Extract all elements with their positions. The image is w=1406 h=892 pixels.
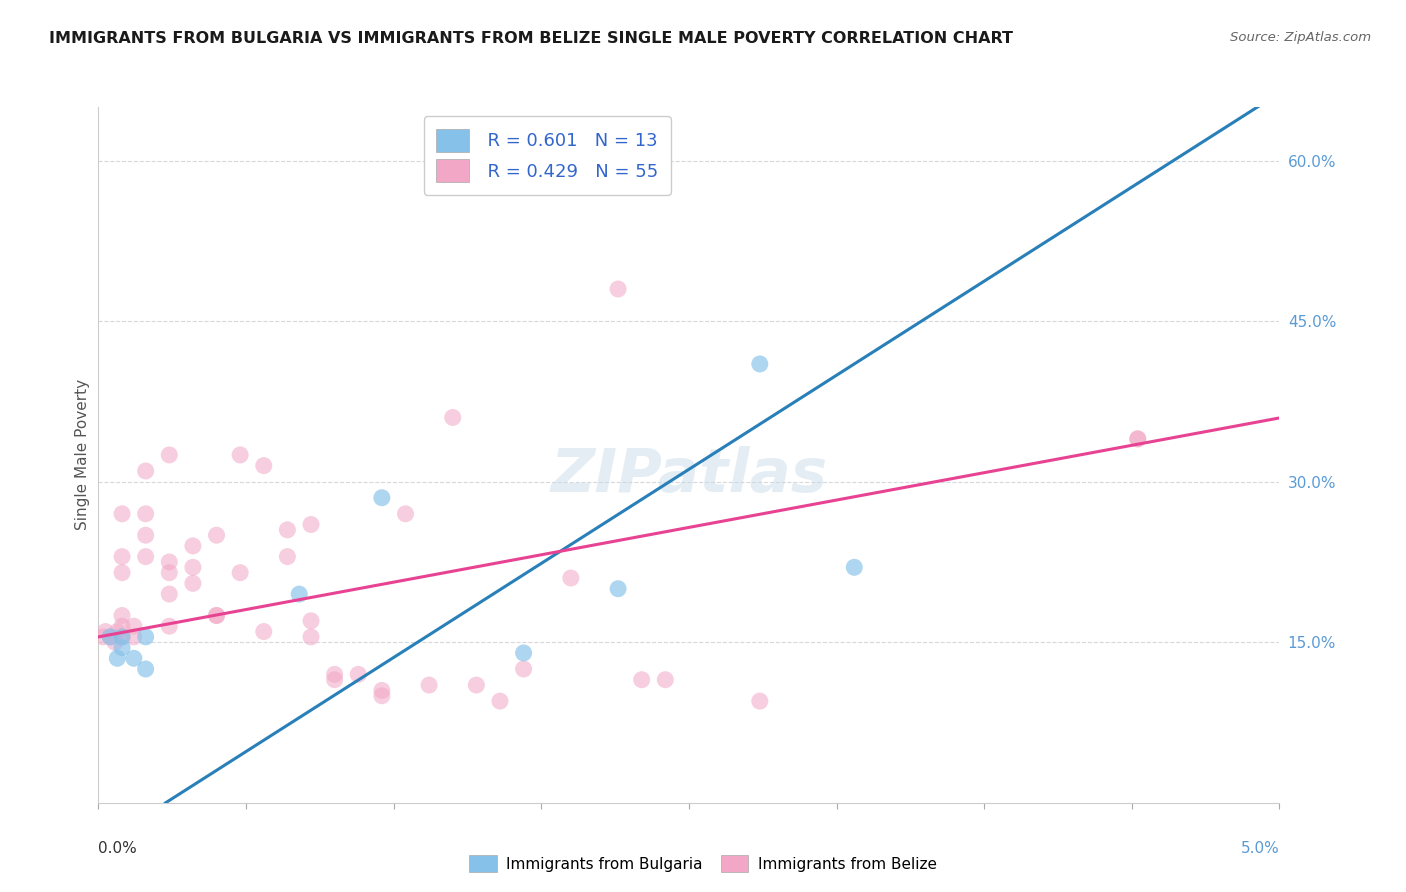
Point [844,560,866,574]
Point [181,576,204,591]
Point [288,587,311,601]
Point [98,630,121,644]
Point [276,549,298,564]
Point [560,571,582,585]
Point [105,651,128,665]
Point [122,651,145,665]
Y-axis label: Single Male Poverty: Single Male Poverty [75,379,90,531]
Text: IMMIGRANTS FROM BULGARIA VS IMMIGRANTS FROM BELIZE SINGLE MALE POVERTY CORRELATI: IMMIGRANTS FROM BULGARIA VS IMMIGRANTS F… [49,31,1014,46]
Point [748,357,770,371]
Point [607,582,630,596]
Point [276,523,298,537]
Point [512,646,534,660]
Point [157,587,180,601]
Point [512,662,534,676]
Point [205,528,228,542]
Point [229,566,252,580]
Point [157,555,180,569]
Point [135,549,157,564]
Point [135,528,157,542]
Point [111,630,134,644]
Point [1126,432,1149,446]
Point [181,539,204,553]
Point [465,678,488,692]
Point [104,635,127,649]
Point [111,640,134,655]
Point [371,491,394,505]
Point [347,667,370,681]
Point [441,410,464,425]
Point [98,630,121,644]
Point [135,464,157,478]
Point [371,689,394,703]
Point [111,608,134,623]
Point [394,507,416,521]
Point [489,694,512,708]
Point [630,673,652,687]
Point [253,458,276,473]
Point [418,678,440,692]
Point [157,448,180,462]
Point [122,630,145,644]
Legend: Immigrants from Bulgaria, Immigrants from Belize: Immigrants from Bulgaria, Immigrants fro… [461,847,945,880]
Point [323,673,346,687]
Point [135,662,157,676]
Point [1126,432,1149,446]
Text: 5.0%: 5.0% [1240,841,1279,856]
Point [94,624,117,639]
Point [205,608,228,623]
Point [607,282,630,296]
Point [299,517,322,532]
Point [157,566,180,580]
Point [654,673,676,687]
Point [111,566,134,580]
Point [111,619,134,633]
Point [122,619,145,633]
Point [157,619,180,633]
Point [748,694,770,708]
Point [299,614,322,628]
Text: 0.0%: 0.0% [98,841,138,856]
Point [111,630,134,644]
Point [253,624,276,639]
Point [105,624,128,639]
Text: ZIPatlas: ZIPatlas [550,446,828,505]
Point [205,608,228,623]
Point [135,507,157,521]
Point [111,549,134,564]
Point [299,630,322,644]
Text: Source: ZipAtlas.com: Source: ZipAtlas.com [1230,31,1371,45]
Point [323,667,346,681]
Point [135,630,157,644]
Point [181,560,204,574]
Point [91,630,114,644]
Point [229,448,252,462]
Legend:   R = 0.601   N = 13,   R = 0.429   N = 55: R = 0.601 N = 13, R = 0.429 N = 55 [423,116,671,195]
Point [111,507,134,521]
Point [371,683,394,698]
